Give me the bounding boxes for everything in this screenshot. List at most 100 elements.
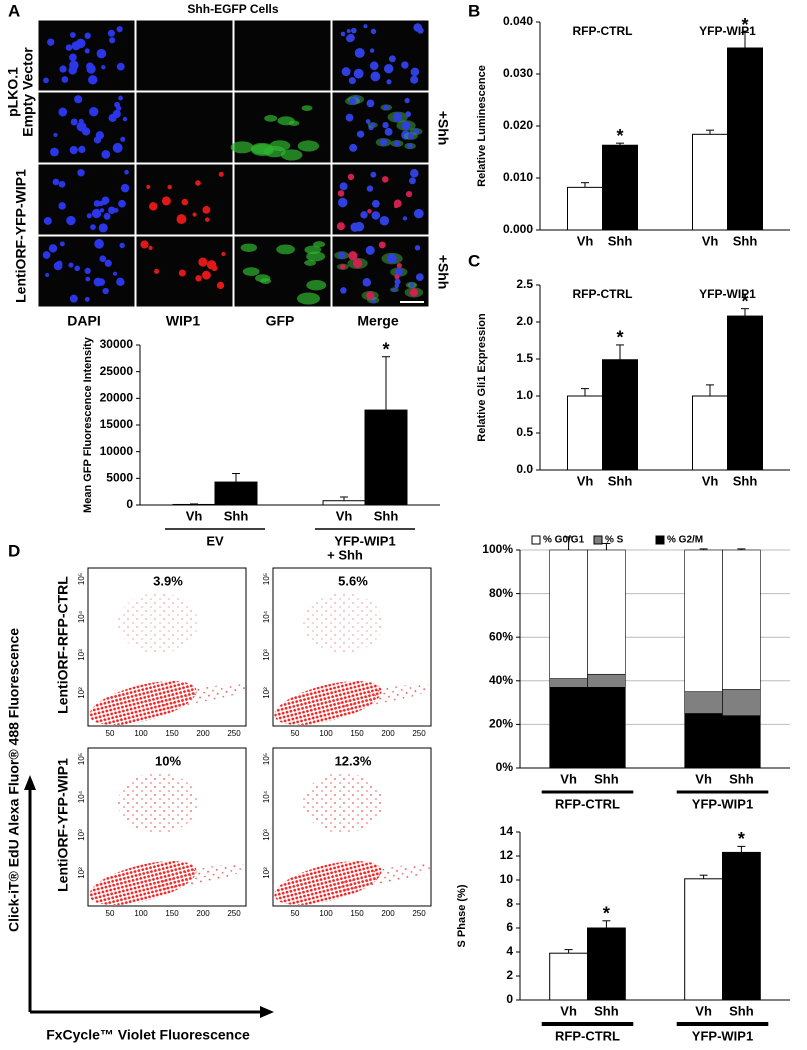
x-tick-label: Shh	[374, 508, 399, 523]
bar	[567, 395, 603, 471]
x-tick-label: Shh	[608, 233, 633, 248]
nucleus	[85, 276, 91, 282]
nucleus	[74, 95, 83, 104]
nucleus	[84, 32, 91, 39]
nucleus	[336, 222, 345, 231]
nucleus	[350, 27, 357, 34]
nucleus	[202, 205, 211, 214]
flow-y-tick: 10⁵	[262, 753, 271, 765]
arrow-head	[260, 1006, 274, 1018]
nucleus	[347, 173, 355, 181]
flow-x-tick: 200	[381, 909, 395, 918]
cell	[301, 105, 313, 111]
cell	[297, 140, 320, 152]
nucleus	[340, 264, 346, 270]
nucleus	[352, 258, 363, 269]
flow-y-tick: 10²	[77, 687, 86, 699]
nucleus	[101, 65, 106, 70]
bar-segment	[549, 687, 588, 769]
nucleus	[388, 55, 396, 63]
cell	[276, 244, 296, 255]
flow-x-tick: 100	[134, 909, 148, 918]
nucleus	[148, 245, 153, 250]
dot-cloud	[139, 864, 247, 892]
bar	[684, 878, 724, 1001]
bar	[692, 395, 728, 471]
nucleus	[98, 223, 108, 233]
y-tick-label: 2.0	[516, 314, 533, 328]
cell	[304, 245, 322, 255]
nucleus	[414, 208, 424, 219]
bar-segment	[549, 678, 588, 688]
nucleus	[181, 198, 189, 206]
significance-marker: *	[603, 904, 610, 924]
y-tick-label: 0.000	[503, 222, 533, 236]
flow-y-tick: 10³	[262, 649, 271, 661]
nucleus	[66, 215, 76, 226]
nucleus	[402, 216, 408, 221]
treatment-label: +Shh	[435, 111, 451, 146]
nucleus	[102, 287, 109, 295]
nucleus	[410, 75, 419, 84]
flow-x-tick: 250	[412, 729, 426, 738]
nucleus	[167, 184, 172, 190]
nucleus	[370, 122, 375, 128]
nucleus	[371, 211, 381, 220]
y-tick-label: 20%	[489, 717, 513, 731]
nucleus	[116, 105, 122, 111]
nucleus	[91, 208, 102, 219]
nucleus	[198, 257, 208, 267]
y-tick-label: 8	[506, 896, 513, 910]
cell	[280, 149, 303, 161]
y-tick-label: 100%	[482, 542, 513, 556]
x-tick-label: Shh	[594, 771, 619, 786]
x-tick-label: Vh	[695, 1003, 712, 1018]
nucleus	[74, 265, 81, 272]
x-tick-label: Shh	[733, 233, 758, 248]
bar-segment	[684, 713, 723, 769]
nucleus	[356, 130, 365, 138]
micrograph	[233, 19, 332, 92]
flow-x-tick: 50	[291, 729, 300, 738]
microscopy-grid	[37, 19, 430, 308]
nucleus	[53, 261, 63, 271]
nucleus	[176, 214, 187, 225]
bar	[722, 851, 761, 1001]
nucleus	[99, 255, 107, 263]
nucleus	[378, 241, 386, 249]
nucleus	[69, 53, 77, 62]
nucleus	[68, 262, 74, 268]
cell	[242, 267, 260, 276]
significance-marker: *	[738, 829, 745, 849]
flow-y-tick: 10⁴	[262, 610, 271, 623]
nucleus	[382, 176, 389, 183]
microscopy-title: Shh-EGFP Cells	[187, 2, 278, 16]
nucleus	[211, 265, 218, 272]
flow-plot: 5.6% 50 100 150 200 250 10² 10³ 10⁴ 10⁵	[262, 567, 432, 738]
dot-cloud	[303, 773, 383, 833]
nucleus	[76, 121, 87, 132]
nucleus	[149, 202, 158, 211]
flow-y-tick: 10⁵	[77, 573, 86, 585]
nucleus	[410, 169, 419, 178]
nucleus	[48, 244, 58, 253]
flow-x-label: FxCycle™ Violet Fluorescence	[46, 1027, 250, 1043]
y-tick-label: 15000	[100, 417, 134, 431]
column-label: GFP	[266, 313, 295, 329]
nucleus	[393, 112, 403, 122]
flow-y-tick: 10²	[77, 867, 86, 879]
flow-y-tick: 10⁵	[77, 753, 86, 765]
y-tick-label: 14	[500, 824, 514, 838]
nucleus	[348, 77, 356, 85]
nucleus	[414, 245, 421, 251]
group-label: RFP-CTRL	[555, 796, 620, 811]
nucleus	[120, 183, 130, 193]
bar	[727, 47, 763, 231]
y-tick-label: 2	[506, 968, 513, 982]
nucleus	[45, 273, 50, 278]
flow-x-tick: 200	[381, 729, 395, 738]
group-label: EV	[206, 533, 224, 548]
nucleus	[192, 212, 197, 217]
